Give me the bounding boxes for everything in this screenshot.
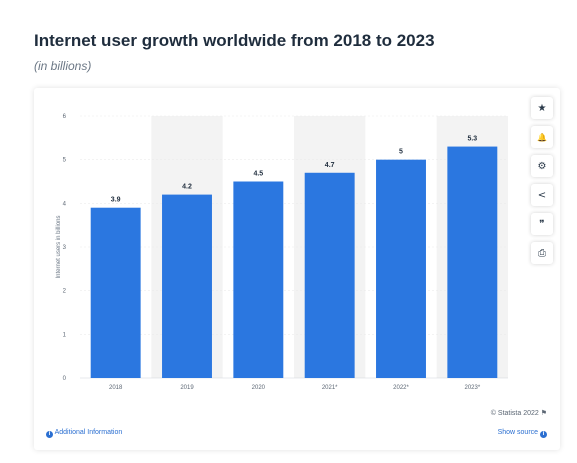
data-label: 4.5 xyxy=(253,171,263,178)
page-subtitle: (in billions) xyxy=(34,59,92,73)
notification-button[interactable]: 🔔 xyxy=(531,126,553,148)
cite-button[interactable]: ❞ xyxy=(531,213,553,235)
gear-icon: ⚙ xyxy=(537,160,547,172)
share-icon: < xyxy=(537,189,547,201)
y-tick-label: 1 xyxy=(63,332,67,338)
bar xyxy=(233,181,284,378)
data-label: 3.9 xyxy=(111,197,121,204)
page-title: Internet user growth worldwide from 2018… xyxy=(34,31,435,50)
data-label: 5 xyxy=(399,149,403,156)
quote-icon: ❞ xyxy=(539,218,545,230)
print-button[interactable]: ⎙ xyxy=(531,242,553,264)
flag-icon: ⚑ xyxy=(540,410,547,417)
bar xyxy=(162,194,212,378)
share-button[interactable]: < xyxy=(531,184,553,206)
x-tick-label: 2020 xyxy=(252,385,266,391)
y-axis-label: Internet users in billions xyxy=(56,215,62,278)
additional-information-link[interactable]: i Additional Information xyxy=(46,429,122,438)
x-tick-label: 2019 xyxy=(180,385,194,391)
chart-toolbar: ★ 🔔 ⚙ < ❞ ⎙ xyxy=(531,97,553,264)
copyright-text: © Statista 2022 ⚑ xyxy=(490,410,547,417)
bar xyxy=(376,159,426,378)
y-tick-label: 5 xyxy=(63,158,67,164)
print-icon: ⎙ xyxy=(538,247,546,259)
bookmark-button[interactable]: ★ xyxy=(531,97,553,119)
x-tick-label: 2023* xyxy=(464,385,480,391)
x-tick-label: 2021* xyxy=(322,385,338,391)
chart-card: 3.9 4.2 4.5 4.7 5 5.3 2018 2019 2020 2021* 2022* 2… xyxy=(34,88,560,450)
y-tick-label: 4 xyxy=(63,201,67,207)
info-icon: i xyxy=(540,431,547,438)
x-tick-label: 2022* xyxy=(393,385,409,391)
data-label: 4.7 xyxy=(325,162,335,169)
settings-button[interactable]: ⚙ xyxy=(531,155,553,177)
info-icon: i xyxy=(46,431,53,438)
bar xyxy=(90,207,141,378)
y-tick-label: 6 xyxy=(63,114,67,120)
bar-chart: 3.9 4.2 4.5 4.7 5 5.3 2018 2019 2020 2021* 2022* 2… xyxy=(56,114,508,391)
data-label: 5.3 xyxy=(467,136,477,143)
data-label: 4.2 xyxy=(182,184,192,191)
y-tick-label: 2 xyxy=(63,289,67,295)
bar xyxy=(304,172,355,378)
y-tick-label: 3 xyxy=(63,245,67,251)
bar xyxy=(447,146,498,378)
bell-icon: 🔔 xyxy=(537,132,547,142)
x-tick-label: 2018 xyxy=(109,385,123,391)
show-source-link[interactable]: Show source i xyxy=(498,429,547,438)
star-icon: ★ xyxy=(537,102,547,114)
y-tick-label: 0 xyxy=(63,376,67,382)
